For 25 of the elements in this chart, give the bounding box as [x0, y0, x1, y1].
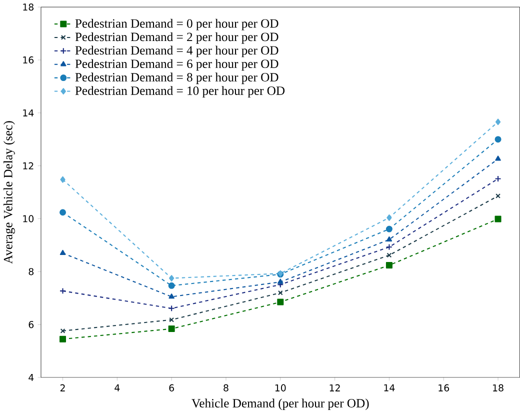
x-tick-label: 6	[169, 384, 174, 392]
x-tick-label: 10	[275, 384, 286, 392]
y-tick-label: 6	[28, 321, 34, 328]
legend-label: Pedestrian Demand = 8 per hour per OD	[75, 72, 278, 84]
x-axis-title: Vehicle Demand (per hour per OD)	[192, 398, 369, 410]
x-tick-label: 18	[493, 384, 504, 392]
legend-label: Pedestrian Demand = 2 per hour per OD	[75, 32, 278, 44]
legend-label: Pedestrian Demand = 10 per hour per OD	[75, 86, 285, 98]
x-tick-label: 2	[60, 384, 65, 392]
y-axis-title: Average Vehicle Delay (sec)	[4, 121, 15, 264]
legend-label: Pedestrian Demand = 6 per hour per OD	[75, 59, 278, 71]
legend-label: Pedestrian Demand = 4 per hour per OD	[75, 46, 278, 58]
x-tick-label: 14	[384, 384, 395, 392]
legend-label: Pedestrian Demand = 0 per hour per OD	[75, 19, 278, 30]
y-tick-label: 16	[23, 56, 34, 64]
y-tick-label: 18	[23, 4, 34, 11]
x-tick-label: 8	[224, 384, 228, 392]
y-tick-label: 8	[28, 268, 34, 276]
y-tick-label: 4	[28, 374, 34, 382]
y-tick-label: 14	[23, 110, 34, 117]
y-tick-label: 10	[23, 215, 34, 223]
y-tick-label: 12	[23, 162, 34, 170]
x-tick-label: 4	[114, 384, 120, 392]
x-tick-label: 16	[438, 384, 450, 392]
x-tick-label: 12	[330, 384, 340, 392]
